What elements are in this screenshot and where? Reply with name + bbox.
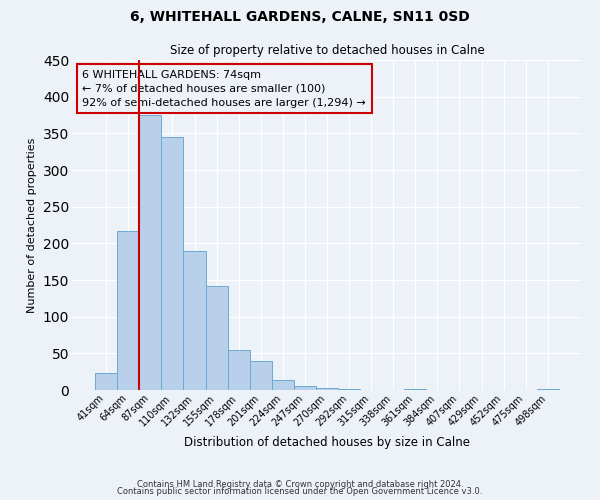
X-axis label: Distribution of detached houses by size in Calne: Distribution of detached houses by size … — [184, 436, 470, 449]
Bar — [227, 350, 250, 390]
Bar — [161, 137, 184, 390]
Bar — [272, 380, 294, 390]
Bar — [316, 388, 338, 390]
Bar — [537, 388, 559, 390]
Bar — [294, 386, 316, 390]
Bar — [95, 373, 117, 390]
Bar — [117, 231, 139, 390]
Bar — [206, 286, 227, 390]
Text: Contains public sector information licensed under the Open Government Licence v3: Contains public sector information licen… — [118, 487, 482, 496]
Bar — [250, 360, 272, 390]
Text: 6 WHITEHALL GARDENS: 74sqm
← 7% of detached houses are smaller (100)
92% of semi: 6 WHITEHALL GARDENS: 74sqm ← 7% of detac… — [82, 70, 366, 108]
Text: Contains HM Land Registry data © Crown copyright and database right 2024.: Contains HM Land Registry data © Crown c… — [137, 480, 463, 489]
Bar — [139, 115, 161, 390]
Bar — [184, 250, 206, 390]
Y-axis label: Number of detached properties: Number of detached properties — [27, 138, 37, 312]
Text: 6, WHITEHALL GARDENS, CALNE, SN11 0SD: 6, WHITEHALL GARDENS, CALNE, SN11 0SD — [130, 10, 470, 24]
Title: Size of property relative to detached houses in Calne: Size of property relative to detached ho… — [170, 44, 484, 58]
Bar — [404, 388, 427, 390]
